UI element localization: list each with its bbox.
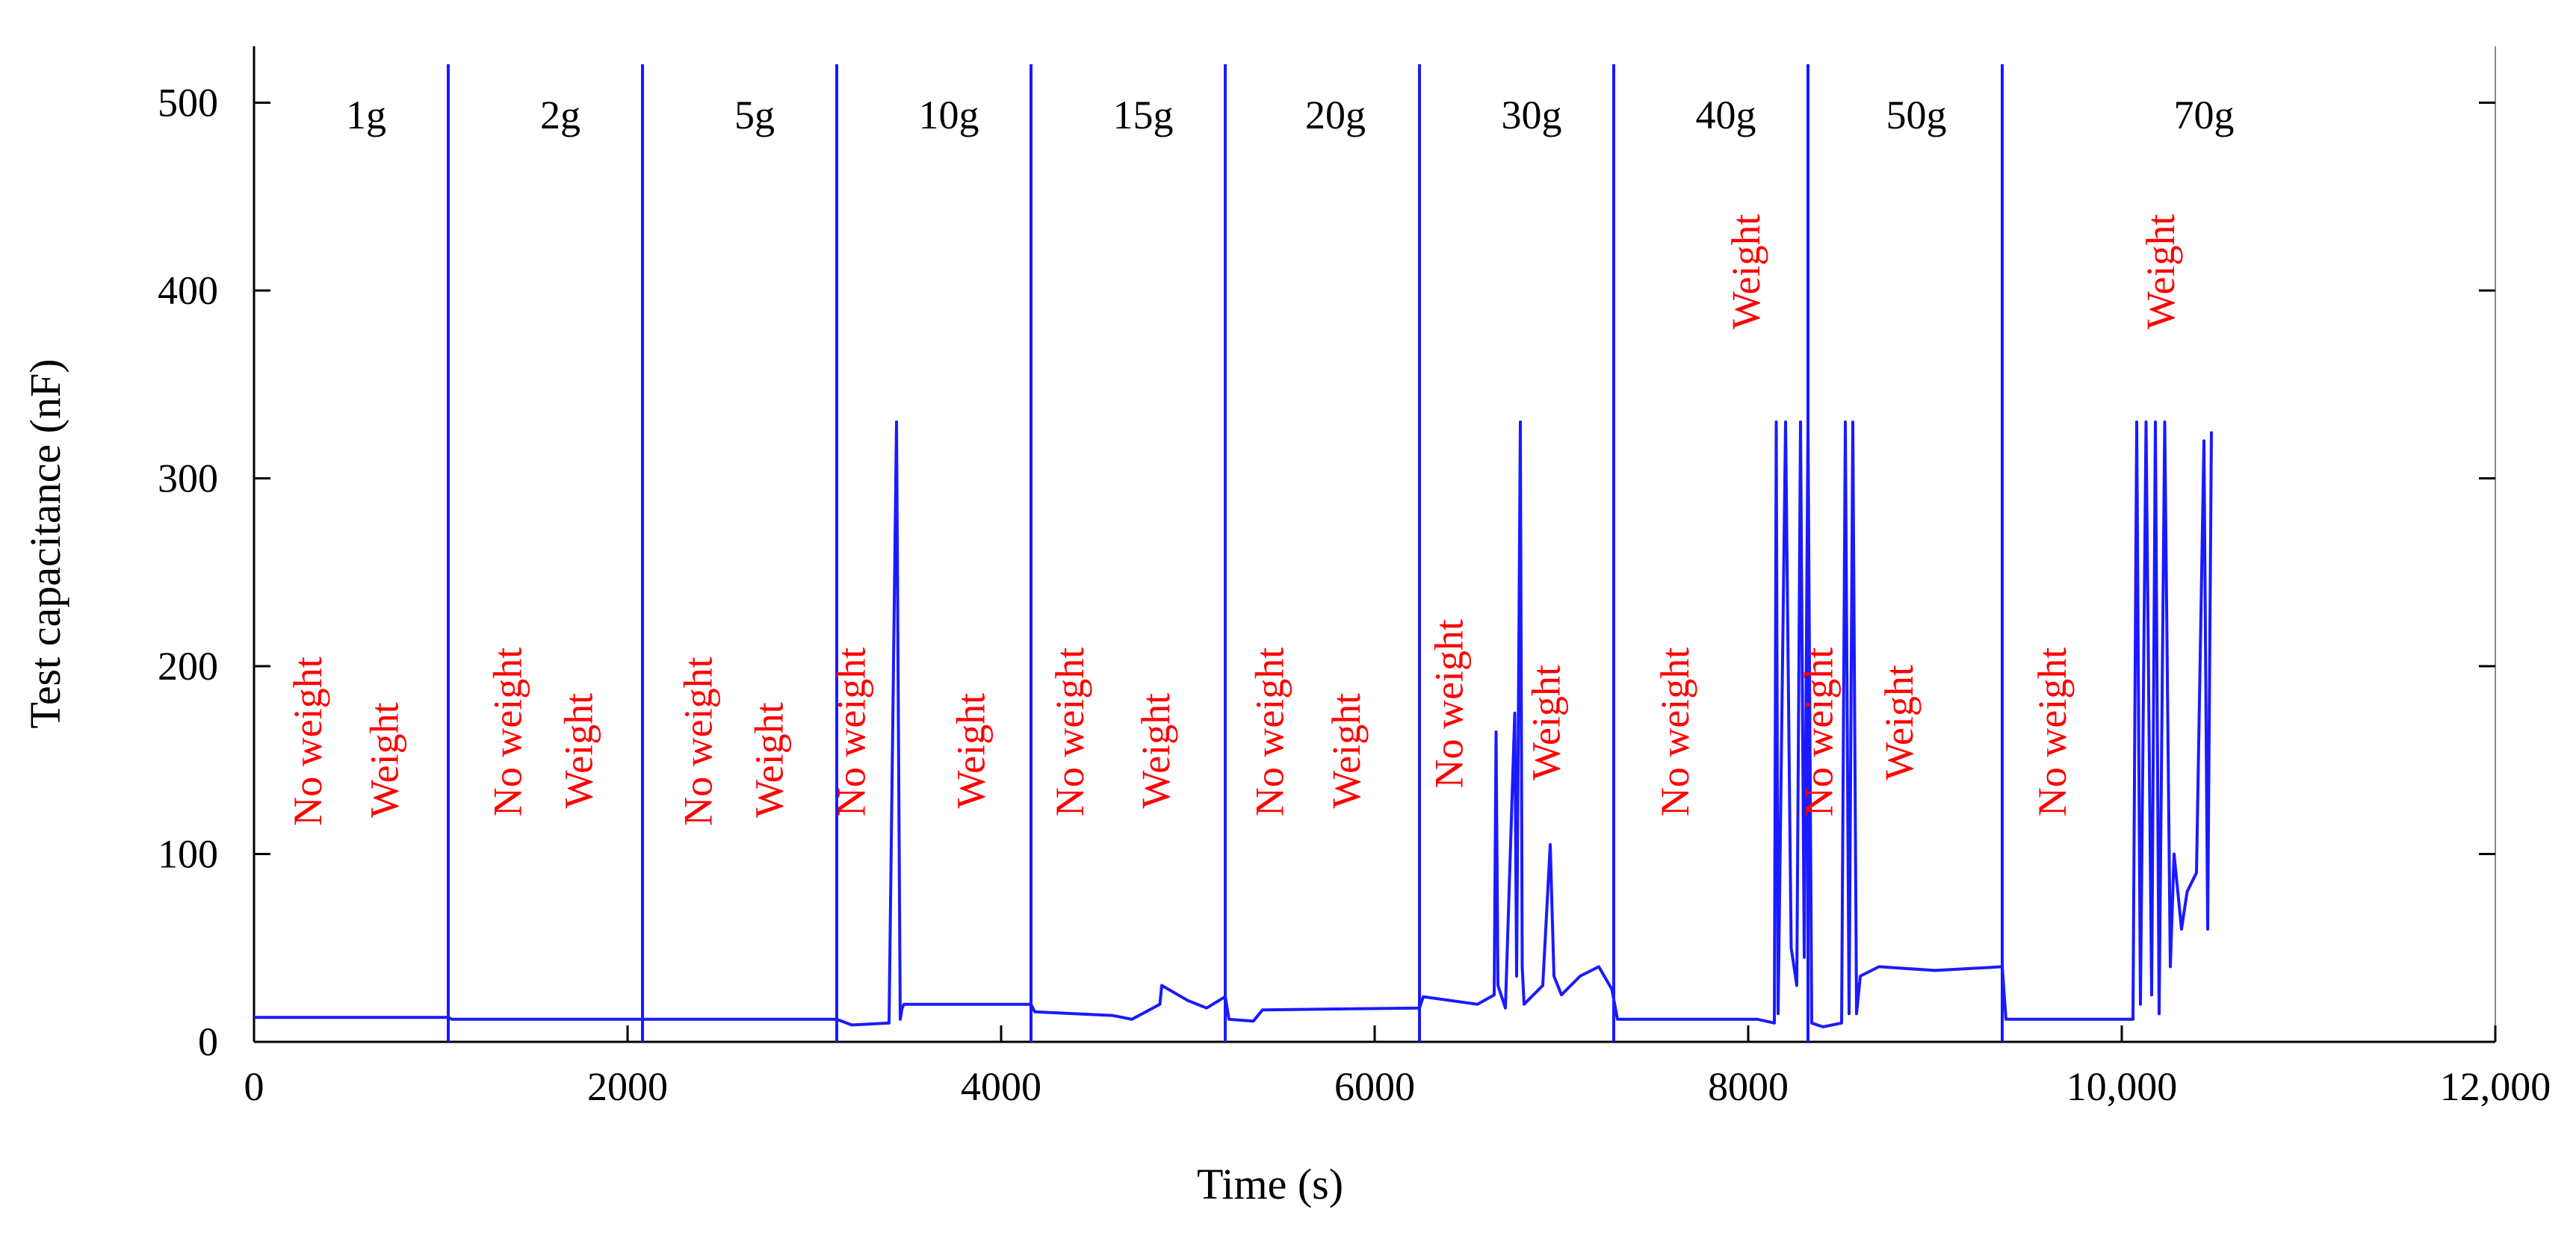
y-tick-label: 200 [158,644,218,689]
condition-annotation: Weight [1877,665,1922,780]
condition-annotation: No weight [1797,648,1842,816]
segment-label: 15g [1113,93,1174,137]
condition-annotation: No weight [676,656,721,825]
segment-label: 20g [1305,93,1366,137]
condition-annotation: No weight [1653,648,1697,816]
condition-annotation: No weight [1427,619,1472,788]
condition-annotation: No weight [486,648,530,816]
condition-annotation: Weight [2138,214,2183,329]
condition-annotation: Weight [1133,693,1178,809]
condition-annotation: No weight [1047,648,1092,816]
x-tick-label: 8000 [1708,1064,1789,1109]
segment-label: 50g [1886,93,1947,137]
segment-label: 1g [346,93,386,137]
y-tick-label: 0 [198,1019,218,1064]
condition-annotation: No weight [2030,648,2075,816]
series-line [254,420,2213,1028]
segment-labels: 1g 2g 5g 10g 15g 20g 30g 40g 50g 70g [346,93,2235,137]
y-axis-title: Test capacitance (nF) [21,358,69,728]
segment-label: 2g [540,93,580,137]
condition-annotation: Weight [1524,665,1569,780]
segment-label: 30g [1502,93,1562,137]
y-tick-label: 400 [158,268,218,313]
ticks: 0 2000 4000 6000 8000 10,000 12,000 0 100 200 300 4… [158,80,2551,1109]
condition-annotation: Weight [747,702,792,818]
segment-boundaries [447,64,2004,1042]
condition-annotation: No weight [829,648,874,816]
series [254,420,2213,1028]
x-tick-label: 10,000 [2066,1064,2178,1109]
x-tick-label: 12,000 [2440,1064,2551,1109]
condition-annotation: Weight [557,693,601,809]
condition-annotation: Weight [1324,693,1369,809]
x-tick-label: 6000 [1334,1064,1415,1109]
y-tick-label: 100 [158,831,218,876]
x-axis-title: Time (s) [1197,1160,1343,1208]
condition-annotation: No weight [1248,648,1292,816]
y-tick-label: 300 [158,456,218,500]
annotations: No weight Weight No weight Weight No weight W… [285,214,2183,825]
x-tick-label: 0 [244,1064,264,1109]
condition-annotation: No weight [285,656,330,825]
segment-label: 40g [1696,93,1756,137]
segment-label: 10g [919,93,979,137]
condition-annotation: Weight [949,693,994,809]
x-tick-label: 4000 [961,1064,1041,1109]
condition-annotation: Weight [1724,214,1768,329]
segment-label: 70g [2174,93,2235,137]
y-tick-label: 500 [158,80,218,125]
segment-label: 5g [734,93,775,137]
x-tick-label: 2000 [587,1064,668,1109]
condition-annotation: Weight [362,702,407,818]
